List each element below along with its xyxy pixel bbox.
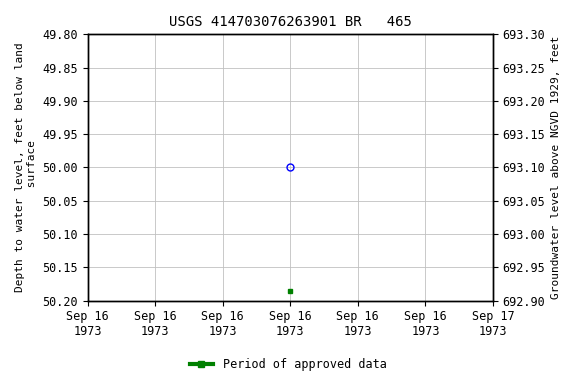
Legend: Period of approved data: Period of approved data [185, 354, 391, 376]
Y-axis label: Groundwater level above NGVD 1929, feet: Groundwater level above NGVD 1929, feet [551, 36, 561, 299]
Title: USGS 414703076263901 BR   465: USGS 414703076263901 BR 465 [169, 15, 412, 29]
Y-axis label: Depth to water level, feet below land
 surface: Depth to water level, feet below land su… [15, 43, 37, 292]
